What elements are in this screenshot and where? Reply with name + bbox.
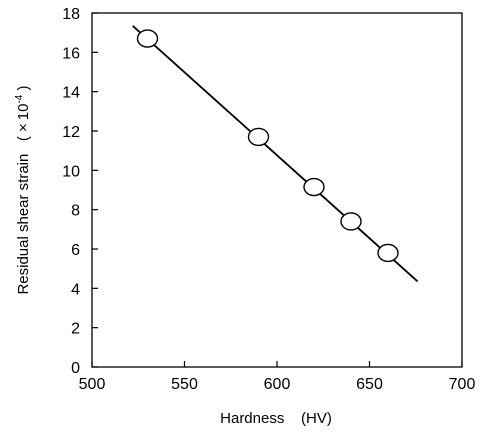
fit-line [132, 25, 419, 283]
y-axis-title-main: Residual shear strain ( × 10 [15, 104, 32, 295]
x-axis-title: Hardness (HV) [220, 410, 332, 427]
y-tick-label: 8 [71, 203, 80, 220]
fit-line-group [132, 25, 419, 283]
x-axis-ticks: 500 550 600 650 700 [79, 361, 476, 393]
data-point [247, 127, 270, 147]
x-tick-label: 650 [356, 376, 383, 393]
plot-frame [91, 12, 463, 368]
y-tick-label: 14 [62, 85, 80, 102]
x-tick-label: 700 [449, 376, 476, 393]
y-axis-title: Residual shear strain ( × 10-4 ) [14, 85, 32, 294]
y-tick-label: 0 [71, 360, 80, 377]
plot-frame-group [91, 12, 463, 368]
x-tick-label: 500 [79, 376, 106, 393]
y-tick-label: 6 [71, 242, 80, 259]
y-tick-label: 10 [62, 163, 80, 180]
data-point [303, 177, 325, 197]
y-axis-title-close: ) [15, 85, 32, 94]
y-axis-ticks: 0 2 4 6 8 10 12 14 16 18 [62, 6, 98, 377]
x-tick-label: 550 [171, 376, 198, 393]
y-tick-label: 4 [71, 281, 80, 298]
y-tick-label: 2 [71, 321, 80, 338]
y-axis-title-exponent: -4 [14, 94, 25, 103]
y-tick-label: 18 [62, 6, 80, 23]
x-tick-label: 600 [264, 376, 291, 393]
data-point [340, 212, 362, 231]
data-point [377, 243, 399, 263]
y-tick-label: 16 [62, 45, 80, 62]
data-points [136, 29, 399, 263]
data-point [136, 29, 159, 48]
y-tick-label: 12 [62, 124, 80, 141]
